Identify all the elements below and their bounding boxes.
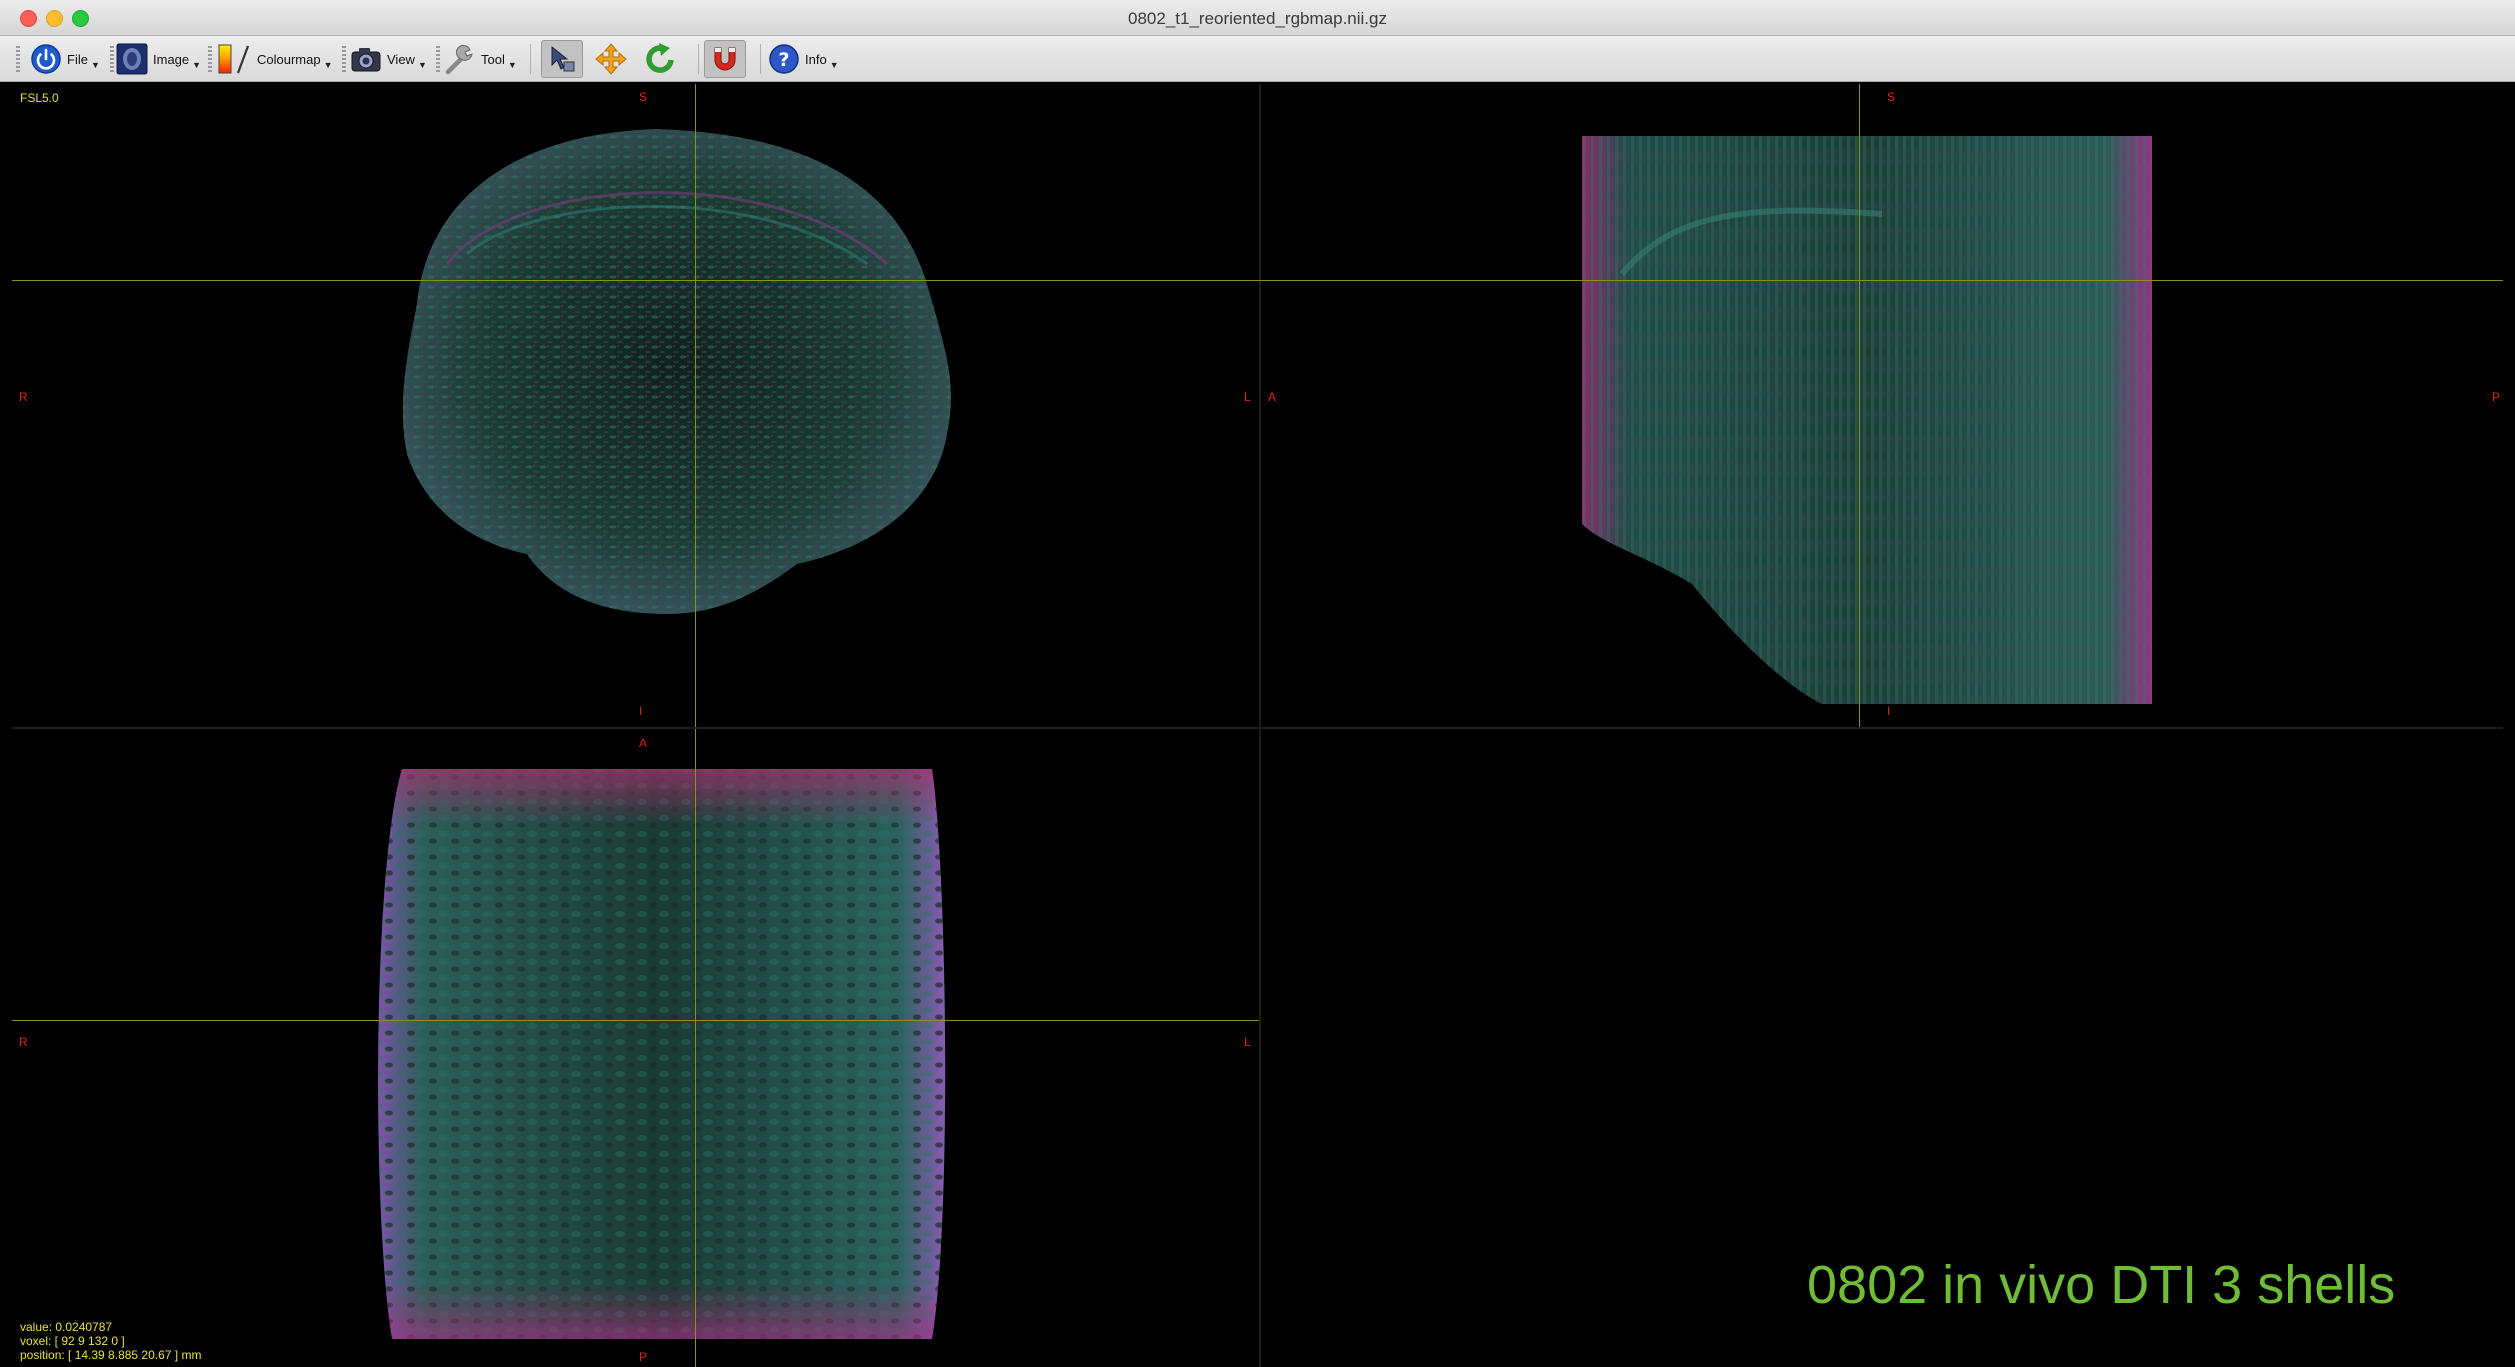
pan-icon: [595, 43, 627, 75]
crosshair-horizontal: [12, 280, 2503, 281]
cursor-mode-button[interactable]: [541, 40, 583, 78]
close-window-button[interactable]: [20, 10, 37, 27]
position-coordinate-readout: position: [ 14.39 8.885 20.67 ] mm: [20, 1348, 202, 1362]
reset-view-icon: [646, 43, 674, 73]
orientation-label-left: L: [1244, 390, 1251, 404]
orientation-label-posterior: P: [639, 1350, 648, 1364]
reset-view-button[interactable]: [644, 40, 678, 78]
chevron-down-icon: ▼: [507, 60, 517, 70]
orientation-label-right: R: [19, 390, 28, 404]
orientation-label-inferior: I: [639, 704, 643, 718]
overlay-toggle-button[interactable]: [704, 40, 746, 78]
orientation-label-superior: S: [639, 90, 648, 104]
view-label: View: [387, 51, 415, 67]
svg-text:?: ?: [778, 49, 789, 71]
maximize-window-button[interactable]: [72, 10, 89, 27]
crosshair-horizontal: [12, 1020, 1259, 1021]
info-menu-button[interactable]: ? Info ▼: [768, 40, 839, 78]
colourmap-menu-button[interactable]: Colourmap ▼: [216, 40, 333, 78]
image-icon: [116, 43, 148, 75]
panel-divider: [12, 727, 2503, 729]
toolbar-grip: [208, 46, 212, 72]
toolbar-separator: [698, 44, 699, 74]
ortho-viewer[interactable]: S I R L S I A P A P R L FSL5.0 value: 0.…: [12, 84, 2503, 1367]
colourmap-icon: [218, 44, 250, 74]
crosshair-vertical: [1859, 84, 1860, 727]
toolbar-grip: [342, 46, 346, 72]
chevron-down-icon: ▼: [417, 60, 427, 70]
orientation-label-anterior: A: [639, 736, 648, 750]
chevron-down-icon: ▼: [192, 60, 202, 70]
axial-slice-image[interactable]: [372, 749, 972, 1349]
coronal-slice-graphic: [402, 129, 951, 614]
crosshair-vertical: [695, 84, 696, 727]
toolbar-grip: [436, 46, 440, 72]
help-icon: ?: [769, 44, 799, 74]
panel-divider: [1259, 84, 1261, 1367]
window-title: 0802_t1_reoriented_rgbmap.nii.gz: [1128, 9, 1387, 28]
minimize-window-button[interactable]: [46, 10, 63, 27]
axial-slice-graphic: [378, 769, 946, 1339]
fsl-version-label: FSL5.0: [20, 91, 59, 105]
toolbar-separator: [760, 44, 761, 74]
image-label: Image: [153, 51, 190, 67]
toolbar-grip: [110, 46, 114, 72]
orientation-label-right: R: [19, 1035, 28, 1049]
voxel-coordinate-readout: voxel: [ 92 9 132 0 ]: [20, 1334, 125, 1348]
title-bar: 0802_t1_reoriented_rgbmap.nii.gz: [0, 0, 2515, 36]
view-menu-button[interactable]: View ▼: [350, 40, 427, 78]
power-icon: [31, 44, 61, 74]
sagittal-slice-image[interactable]: [1582, 114, 2162, 704]
wrench-icon: [445, 44, 473, 75]
orientation-label-superior: S: [1887, 90, 1896, 104]
tool-menu-button[interactable]: Tool ▼: [444, 40, 517, 78]
sagittal-slice-graphic: [1582, 136, 2152, 704]
chevron-down-icon: ▼: [829, 60, 839, 70]
file-label: File: [67, 51, 88, 67]
orientation-label-inferior: I: [1887, 704, 1891, 718]
orientation-label-anterior: A: [1268, 390, 1277, 404]
colourmap-label: Colourmap: [257, 51, 321, 67]
crosshair-vertical: [695, 729, 696, 1367]
toolbar: File ▼ Image ▼ Colourmap ▼ View ▼: [0, 36, 2515, 82]
camera-icon: [351, 48, 381, 72]
coronal-slice-image[interactable]: [357, 114, 977, 664]
toolbar-separator: [530, 44, 531, 74]
image-menu-button[interactable]: Image ▼: [116, 40, 201, 78]
overlay-magnet-icon: [714, 47, 736, 71]
tool-label: Tool: [481, 51, 505, 67]
file-menu-button[interactable]: File ▼: [30, 40, 100, 78]
dataset-caption: 0802 in vivo DTI 3 shells: [1807, 1255, 2396, 1315]
cursor-mode-icon: [551, 45, 575, 72]
orientation-label-left: L: [1244, 1035, 1251, 1049]
cursor-value-readout: value: 0.0240787: [20, 1320, 113, 1334]
pan-button[interactable]: [594, 40, 628, 78]
toolbar-grip: [16, 46, 20, 72]
chevron-down-icon: ▼: [90, 60, 100, 70]
info-label: Info: [805, 51, 827, 67]
orientation-label-posterior: P: [2492, 390, 2501, 404]
chevron-down-icon: ▼: [323, 60, 333, 70]
